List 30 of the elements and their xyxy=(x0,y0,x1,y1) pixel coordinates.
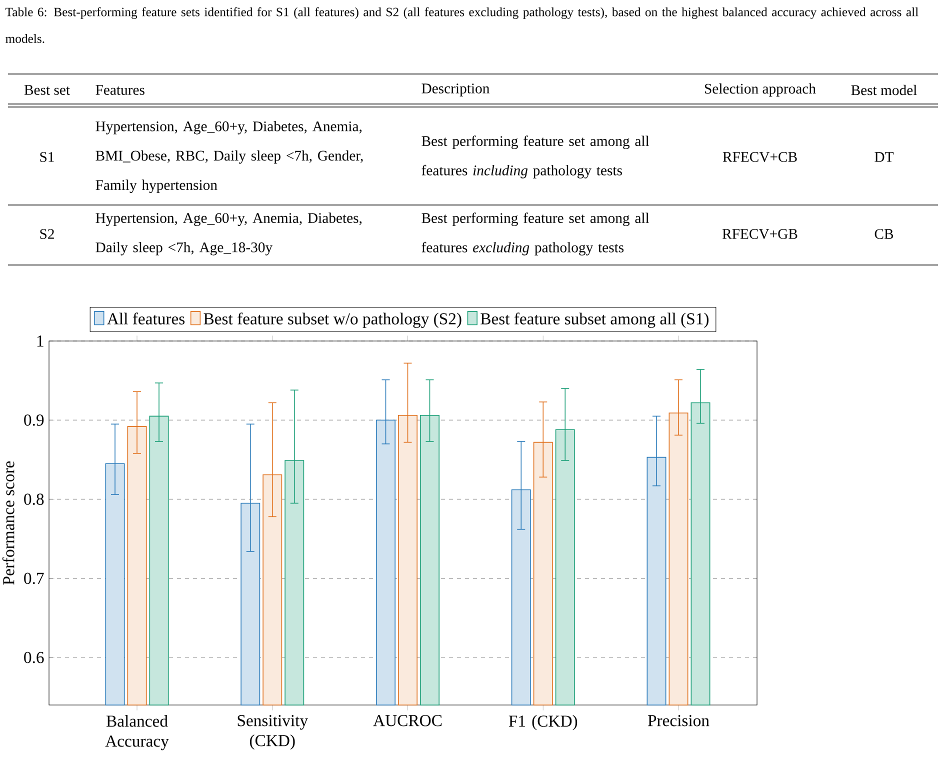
y-tick-label: 0.8 xyxy=(24,494,44,505)
text: Best model xyxy=(851,84,917,96)
x-tick-label: F1 (CKD) xyxy=(508,715,578,730)
y-tick-label: 1 xyxy=(37,336,44,346)
text: Best set xyxy=(24,85,70,95)
y-tick-label: 0.9 xyxy=(24,414,44,426)
y-tick-label: 0.6 xyxy=(24,652,44,664)
text: Selection approach xyxy=(704,83,816,97)
y-axis-title: Performance score xyxy=(2,461,14,585)
text: Best performing feature set among all features excluding pathology tests xyxy=(422,212,650,256)
y-tick-label: 0.7 xyxy=(24,572,44,584)
x-tick-label: Precision xyxy=(648,715,710,726)
text: Hypertension, Age_60+y, Diabetes, Anemia, BMI_Obese, RBC, Daily sleep <7h, Gender, Family hypertension xyxy=(96,121,363,193)
x-tick-label: AUCROC xyxy=(373,715,442,726)
legend-label: Best feature subset w/o pathology (S2) xyxy=(204,312,462,328)
text: CB xyxy=(874,229,894,239)
text: RFECV+CB xyxy=(722,152,797,162)
x-tick-label: Sensitivity (CKD) xyxy=(238,715,308,750)
text: Description xyxy=(422,84,490,96)
text: Hypertension, Age_60+y, Anemia, Diabetes, Daily sleep <7h, Age_18-30y xyxy=(96,212,362,256)
legend-label: All features xyxy=(107,312,185,324)
legend-label: Best feature subset among all (S1) xyxy=(480,312,709,328)
text: Features xyxy=(96,85,144,95)
text: DT xyxy=(874,152,894,162)
text: Table 6: Best-performing feature sets identified for S1 (all features) and S2 (all features excluding pathology tests), based on the highest balanced accuracy achieved across all models. xyxy=(6,7,918,44)
text: S1 xyxy=(40,152,54,162)
text: S2 xyxy=(40,229,54,239)
x-tick-label: Balanced Accuracy xyxy=(105,715,169,750)
text: Best performing feature set among all features including pathology tests xyxy=(422,136,650,178)
text: RFECV+GB xyxy=(722,229,798,239)
